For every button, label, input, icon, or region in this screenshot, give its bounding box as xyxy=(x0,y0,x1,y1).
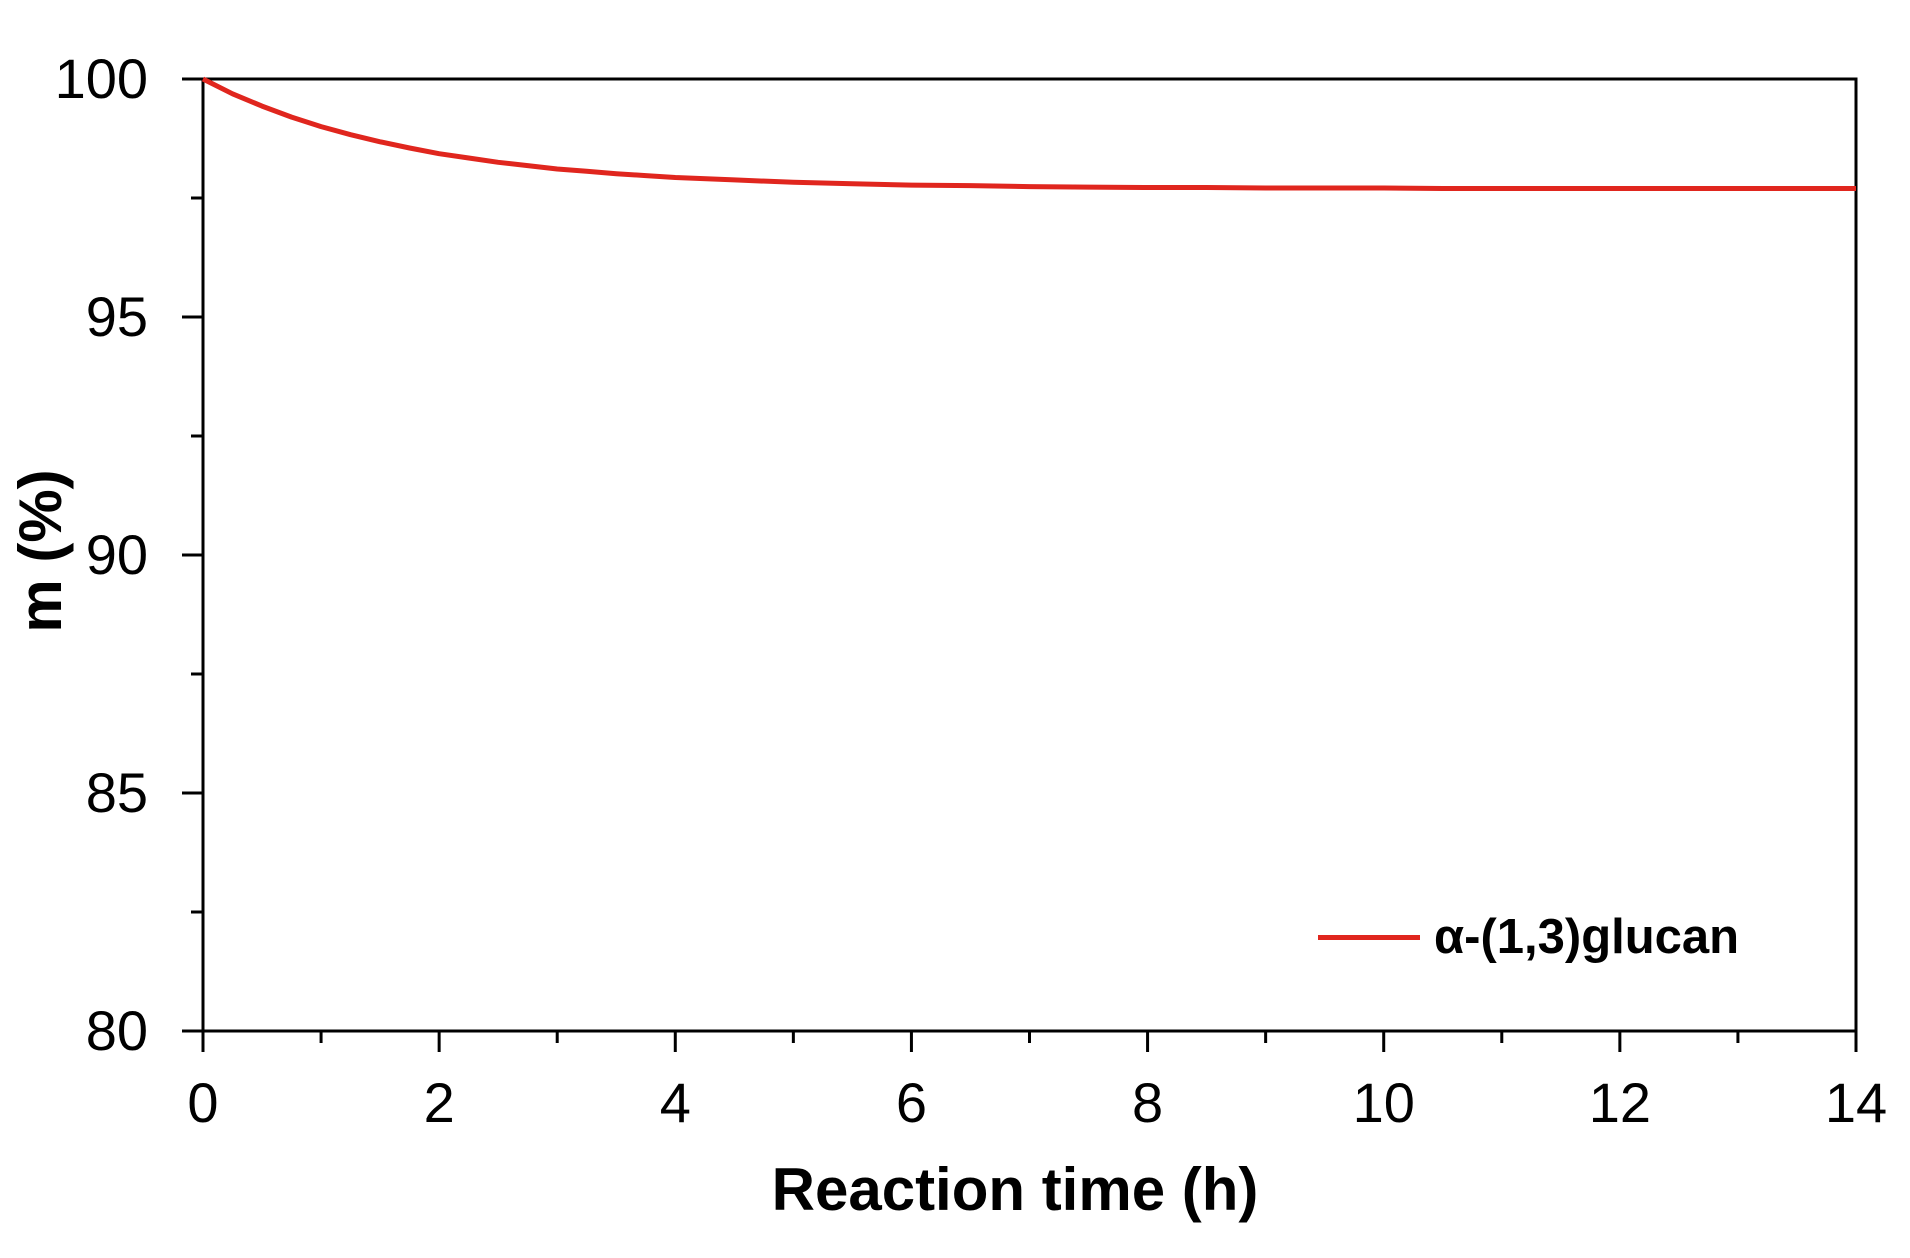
plot-frame xyxy=(201,77,1858,1033)
legend-line-swatch xyxy=(1318,934,1420,940)
x-tick-label: 8 xyxy=(1132,1071,1163,1134)
legend-series-label: α-(1,3)glucan xyxy=(1434,910,1740,964)
x-tick-label: 6 xyxy=(896,1071,927,1134)
x-tick-label: 0 xyxy=(187,1071,218,1134)
y-axis-title: m (%) xyxy=(7,469,74,633)
y-tick-label: 90 xyxy=(86,523,148,586)
y-tick-label: 85 xyxy=(86,761,148,824)
y-tick-label: 80 xyxy=(86,999,148,1062)
x-tick-label: 2 xyxy=(424,1071,455,1134)
x-tick-label: 14 xyxy=(1825,1071,1887,1134)
y-tick-label: 100 xyxy=(55,47,148,110)
series-line-alpha-13-glucan xyxy=(201,76,1856,191)
x-tick-label: 4 xyxy=(660,1071,691,1134)
legend: α-(1,3)glucan xyxy=(1318,908,1739,966)
y-tick-label: 95 xyxy=(86,285,148,348)
x-tick-label: 12 xyxy=(1589,1071,1651,1134)
x-axis-title: Reaction time (h) xyxy=(771,1156,1259,1223)
x-tick-label: 10 xyxy=(1353,1071,1415,1134)
